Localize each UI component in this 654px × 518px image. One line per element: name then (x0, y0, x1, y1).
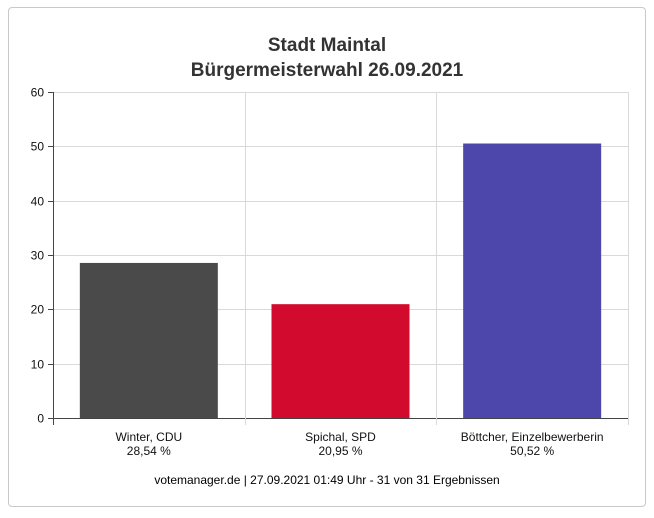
category-label: Böttcher, Einzelbewerberin (461, 430, 604, 444)
y-tick-label: 0 (37, 412, 44, 426)
y-tick-label: 10 (31, 358, 45, 372)
bar-2 (271, 304, 410, 418)
y-tick-label: 20 (31, 303, 45, 317)
bar-1 (79, 262, 218, 418)
category-label: Spichal, SPD (305, 430, 376, 444)
y-tick-label: 50 (31, 140, 45, 154)
footer-source: votemanager.de | 27.09.2021 01:49 Uhr - … (154, 473, 500, 487)
chart-subtitle: Bürgermeisterwahl 26.09.2021 (190, 60, 464, 81)
chart-title: Stadt Maintal (267, 35, 387, 56)
value-label: 28,54 % (127, 444, 171, 458)
y-tick-label: 60 (31, 86, 45, 100)
y-tick-label: 30 (31, 249, 45, 263)
value-label: 50,52 % (510, 444, 554, 458)
bar-3 (463, 143, 602, 418)
category-label: Winter, CDU (115, 430, 182, 444)
value-label: 20,95 % (318, 444, 362, 458)
y-tick-label: 40 (31, 195, 45, 209)
